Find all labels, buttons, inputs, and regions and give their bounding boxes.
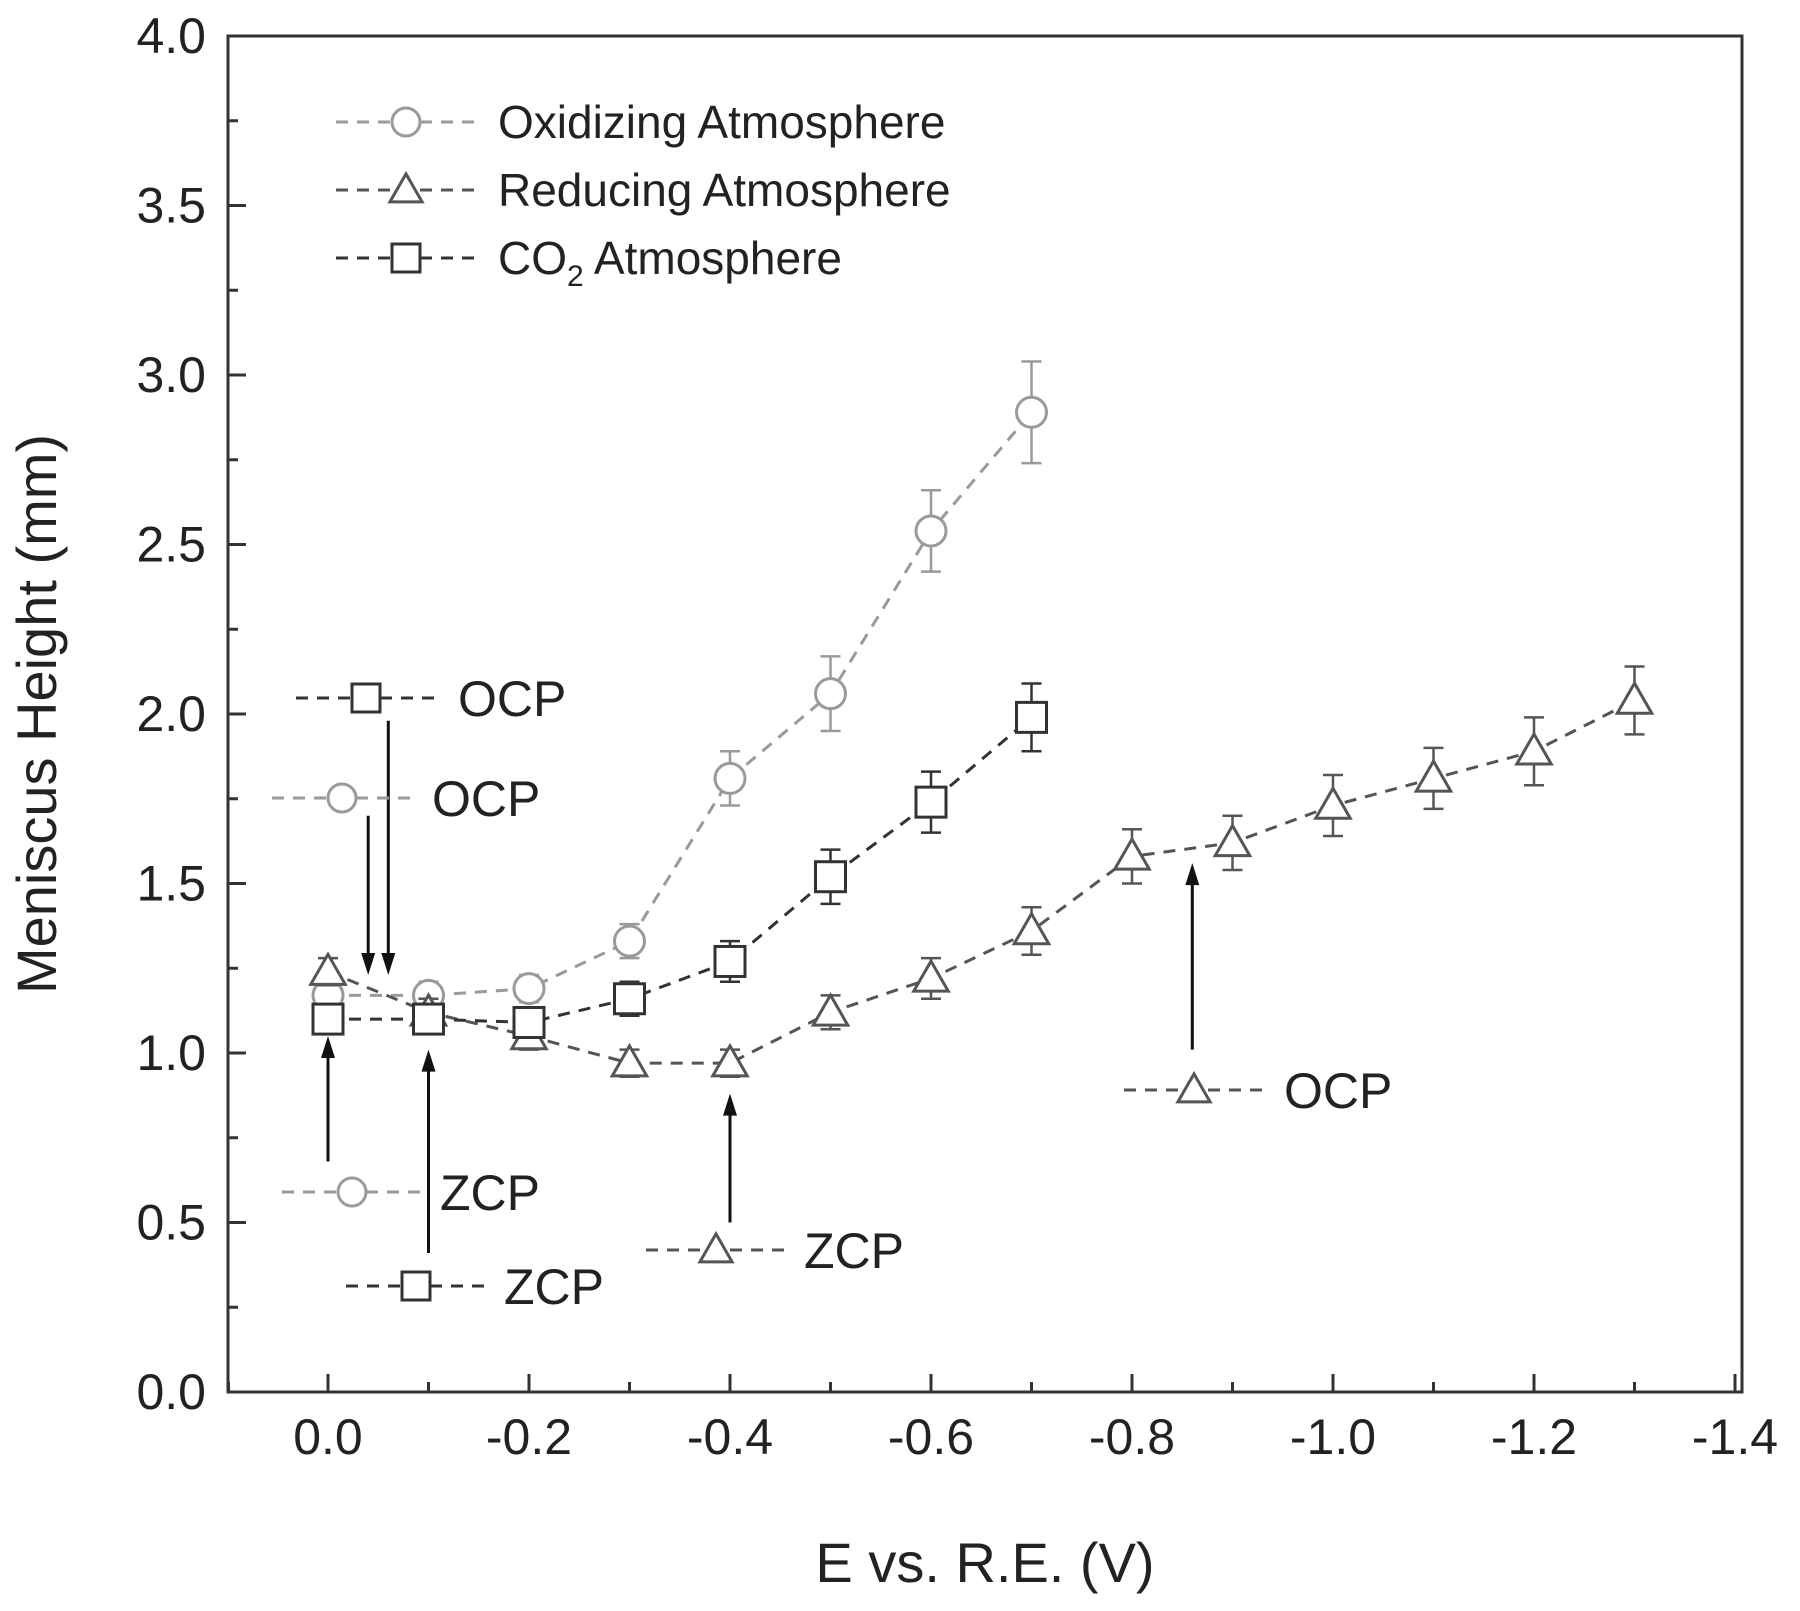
- legend-marker: [387, 170, 425, 204]
- data-point: [1313, 785, 1353, 820]
- x-tick-label: -1.4: [1692, 1409, 1778, 1465]
- annotation-ocp: OCP: [272, 771, 540, 976]
- annotation-zcp: ZCP: [282, 1036, 540, 1221]
- legend-entry: CO2 Atmosphere: [336, 232, 842, 293]
- x-tick-label: -0.8: [1089, 1409, 1175, 1465]
- series-triangle: [308, 665, 1655, 1078]
- data-point: [613, 982, 646, 1016]
- data-point: [814, 677, 847, 711]
- data-point: [710, 1042, 750, 1078]
- y-tick-label: 3.5: [136, 178, 206, 234]
- annotations: OCP OCP ZCP ZCP ZCP OCP: [272, 671, 1392, 1315]
- annotation-marker: [1175, 1070, 1213, 1104]
- data-point: [1015, 395, 1048, 429]
- y-tick-label: 1.5: [136, 856, 206, 912]
- y-tick-label: 2.0: [136, 686, 206, 742]
- annotation-label: OCP: [1284, 1063, 1392, 1119]
- data-point: [1614, 680, 1655, 715]
- data-point: [814, 860, 847, 894]
- data-point: [713, 761, 747, 795]
- y-tick-label: 1.0: [136, 1025, 206, 1081]
- annotation-label: OCP: [432, 771, 540, 827]
- data-point: [1112, 836, 1152, 871]
- data-point: [810, 992, 851, 1027]
- annotation-arrowhead: [381, 953, 396, 976]
- x-tick-label: 0.0: [293, 1409, 363, 1465]
- data-point: [914, 785, 948, 819]
- y-tick-label: 2.5: [136, 517, 206, 573]
- data-point: [613, 924, 646, 958]
- data-point: [1514, 731, 1554, 766]
- annotation-arrowhead: [361, 953, 376, 976]
- y-tick-label: 3.0: [136, 347, 206, 403]
- x-tick-label: -1.2: [1491, 1409, 1577, 1465]
- legend-label: CO2 Atmosphere: [498, 232, 842, 293]
- annotation-arrowhead: [321, 1036, 335, 1059]
- legend-entry: Oxidizing Atmosphere: [336, 96, 945, 148]
- annotation-marker: [350, 682, 382, 714]
- y-axis-title: Meniscus Height (mm): [5, 434, 68, 994]
- y-tick-label: 0.5: [136, 1195, 206, 1251]
- legend-entry: Reducing Atmosphere: [336, 164, 951, 216]
- data-point: [412, 1002, 445, 1036]
- annotation-arrowhead: [1185, 863, 1200, 886]
- data-point: [311, 1002, 345, 1036]
- legend-marker: [390, 242, 422, 274]
- annotation-arrowhead: [723, 1093, 737, 1116]
- series-line: [327, 699, 1636, 1065]
- annotation-arrowhead: [421, 1049, 436, 1072]
- legend-marker: [390, 106, 422, 138]
- series-circle: [311, 360, 1048, 1012]
- legend: Oxidizing Atmosphere Reducing Atmosphere C…: [336, 96, 951, 293]
- annotation-zcp: ZCP: [346, 1049, 604, 1315]
- annotation-ocp: OCP: [296, 671, 566, 976]
- x-axis: 0.0 -0.2 -0.4 -0.6 -0.8 -1.0 -1.2 -1.4: [227, 1374, 1778, 1465]
- data-point: [609, 1042, 650, 1078]
- data-point: [512, 972, 546, 1006]
- x-tick-label: -1.0: [1290, 1409, 1376, 1465]
- annotation-marker: [326, 782, 358, 814]
- annotation-label: ZCP: [804, 1223, 904, 1279]
- y-axis: 0.0 0.5 1.0 1.5 2.0 2.5 3.0 3.5 4.0: [136, 8, 246, 1420]
- annotation-ocp: OCP: [1124, 863, 1392, 1119]
- legend-label: Oxidizing Atmosphere: [498, 96, 945, 148]
- annotation-label: OCP: [458, 671, 566, 727]
- annotation-marker: [697, 1230, 735, 1264]
- data-point: [1011, 910, 1052, 946]
- data-point: [308, 951, 348, 986]
- y-tick-label: 0.0: [136, 1364, 206, 1420]
- data-series: [308, 360, 1655, 1078]
- data-point: [1212, 822, 1253, 858]
- series-line: [328, 411, 1033, 997]
- series-line: [328, 716, 1033, 1024]
- data-point: [1413, 758, 1454, 793]
- annotation-marker: [336, 1176, 368, 1208]
- x-axis-title: E vs. R.E. (V): [815, 1531, 1154, 1594]
- annotation-marker: [400, 1270, 432, 1302]
- data-point: [512, 1005, 546, 1039]
- annotation-zcp: ZCP: [646, 1093, 904, 1279]
- annotation-label: ZCP: [504, 1259, 604, 1315]
- data-point: [911, 958, 951, 993]
- annotation-label: ZCP: [440, 1165, 540, 1221]
- data-point: [914, 514, 948, 548]
- x-tick-label: -0.6: [888, 1409, 974, 1465]
- data-point: [713, 944, 747, 978]
- x-tick-label: -0.4: [687, 1409, 773, 1465]
- x-tick-label: -0.2: [486, 1409, 572, 1465]
- y-tick-label: 4.0: [136, 8, 206, 64]
- legend-label: Reducing Atmosphere: [498, 164, 951, 216]
- series-square: [311, 682, 1048, 1039]
- data-point: [1015, 700, 1048, 734]
